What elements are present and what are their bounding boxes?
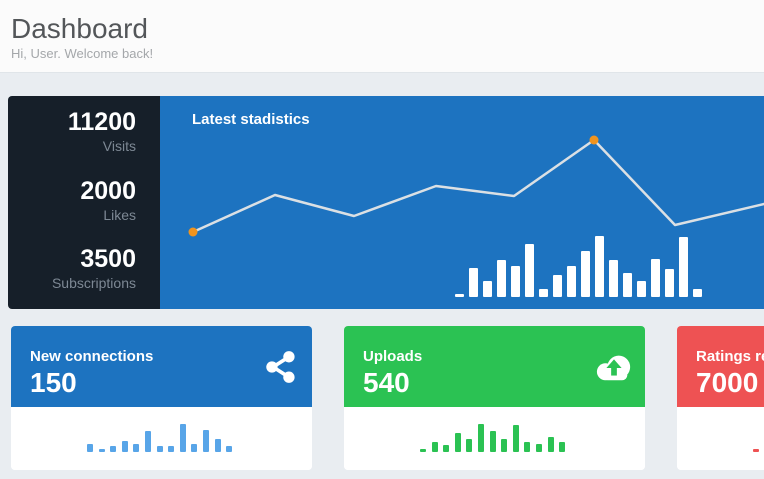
chart-bar <box>443 445 450 452</box>
chart-bar <box>121 441 128 452</box>
chart-bar <box>753 449 759 452</box>
card-uploads-value: 540 <box>363 367 410 398</box>
card-new-connections: New connections 150 <box>11 326 312 470</box>
stat-visits-label: Visits <box>102 138 136 154</box>
chart-bar <box>110 446 117 452</box>
chart-bar <box>553 275 562 297</box>
chart-bar <box>144 431 151 452</box>
chart-bar <box>454 433 461 452</box>
statistics-line-chart <box>188 135 764 237</box>
chart-bar <box>501 439 508 452</box>
chart-bar <box>98 449 105 452</box>
card-new-connections-label: New connections <box>30 348 154 365</box>
card-uploads-header: Uploads 540 <box>344 326 645 407</box>
chart-bar <box>179 424 186 452</box>
chart-bar <box>489 431 496 452</box>
chart-bar <box>525 244 534 297</box>
card-ratings-received-value: 7000 <box>696 367 759 398</box>
chart-bar <box>567 266 576 297</box>
cloud-upload-icon <box>595 350 633 384</box>
stat-likes-label: Likes <box>103 206 136 223</box>
chart-bar <box>524 442 531 452</box>
share-icon <box>262 350 300 384</box>
chart-bar <box>637 281 646 297</box>
chart-bar <box>214 439 221 452</box>
chart-bar <box>609 260 618 297</box>
chart-bar <box>477 424 484 452</box>
line-chart-point-dot <box>589 135 599 145</box>
ratings-sparkline <box>753 449 759 452</box>
card-uploads: Uploads 540 <box>344 326 645 470</box>
chart-bar <box>168 446 175 452</box>
latest-statistics-chart: Latest stadistics <box>160 96 764 309</box>
uploads-sparkline <box>420 424 566 452</box>
stat-visits-value: 11200 <box>67 108 136 136</box>
stat-subscriptions-label: Subscriptions <box>51 275 136 291</box>
line-chart-point-dot <box>188 227 198 237</box>
chart-bar <box>535 444 542 452</box>
stat-visits: 11200 Visits <box>8 108 136 156</box>
chart-bar <box>455 294 464 297</box>
chart-bar <box>512 425 519 452</box>
chart-bar <box>156 446 163 452</box>
card-ratings-received: Ratings received 7000 <box>677 326 764 470</box>
stats-summary: 11200 Visits 2000 Likes 3500 Subscriptio… <box>8 96 160 309</box>
chart-bar <box>651 259 660 297</box>
card-ratings-received-chart <box>677 407 764 470</box>
chart-bar <box>665 269 674 297</box>
chart-bar <box>623 273 632 297</box>
chart-bar <box>133 444 140 452</box>
summary-cards-row: New connections 150 <box>11 326 764 470</box>
chart-bar <box>679 237 688 297</box>
chart-bar <box>559 442 566 452</box>
page-title: Dashboard <box>11 13 148 44</box>
chart-bar <box>547 437 554 452</box>
chart-bar <box>191 444 198 452</box>
chart-bar <box>581 251 590 297</box>
chart-bar <box>469 268 478 297</box>
chart-bar <box>693 289 702 297</box>
stat-likes-value: 2000 <box>80 176 136 205</box>
welcome-message: Hi, User. Welcome back! <box>11 46 154 61</box>
chart-bar <box>497 260 506 297</box>
stat-subscriptions: 3500 Subscriptions <box>8 245 136 293</box>
card-uploads-chart <box>344 407 645 470</box>
page-header: Dashboard Hi, User. Welcome back! <box>0 0 764 73</box>
card-ratings-received-header: Ratings received 7000 <box>677 326 764 407</box>
chart-bar <box>466 439 473 452</box>
chart-bar <box>483 281 492 297</box>
chart-bar <box>420 449 426 452</box>
new-connections-sparkline <box>87 424 233 452</box>
stats-chart-panel: 11200 Visits 2000 Likes 3500 Subscriptio… <box>8 96 764 309</box>
statistics-bar-chart <box>455 236 702 297</box>
card-uploads-label: Uploads <box>363 348 423 365</box>
chart-bar <box>431 442 438 452</box>
card-new-connections-chart <box>11 407 312 470</box>
chart-bar <box>202 430 209 452</box>
stat-likes: 2000 Likes <box>8 177 136 225</box>
card-new-connections-value: 150 <box>30 367 77 398</box>
stat-subscriptions-value: 3500 <box>80 245 136 273</box>
chart-bar <box>226 446 233 452</box>
chart-bar <box>595 236 604 297</box>
chart-title: Latest stadistics <box>192 111 310 128</box>
chart-bar <box>511 266 520 297</box>
card-ratings-received-label: Ratings received <box>696 348 764 365</box>
chart-bar <box>87 444 93 452</box>
chart-bar <box>539 289 548 297</box>
card-new-connections-header: New connections 150 <box>11 326 312 407</box>
